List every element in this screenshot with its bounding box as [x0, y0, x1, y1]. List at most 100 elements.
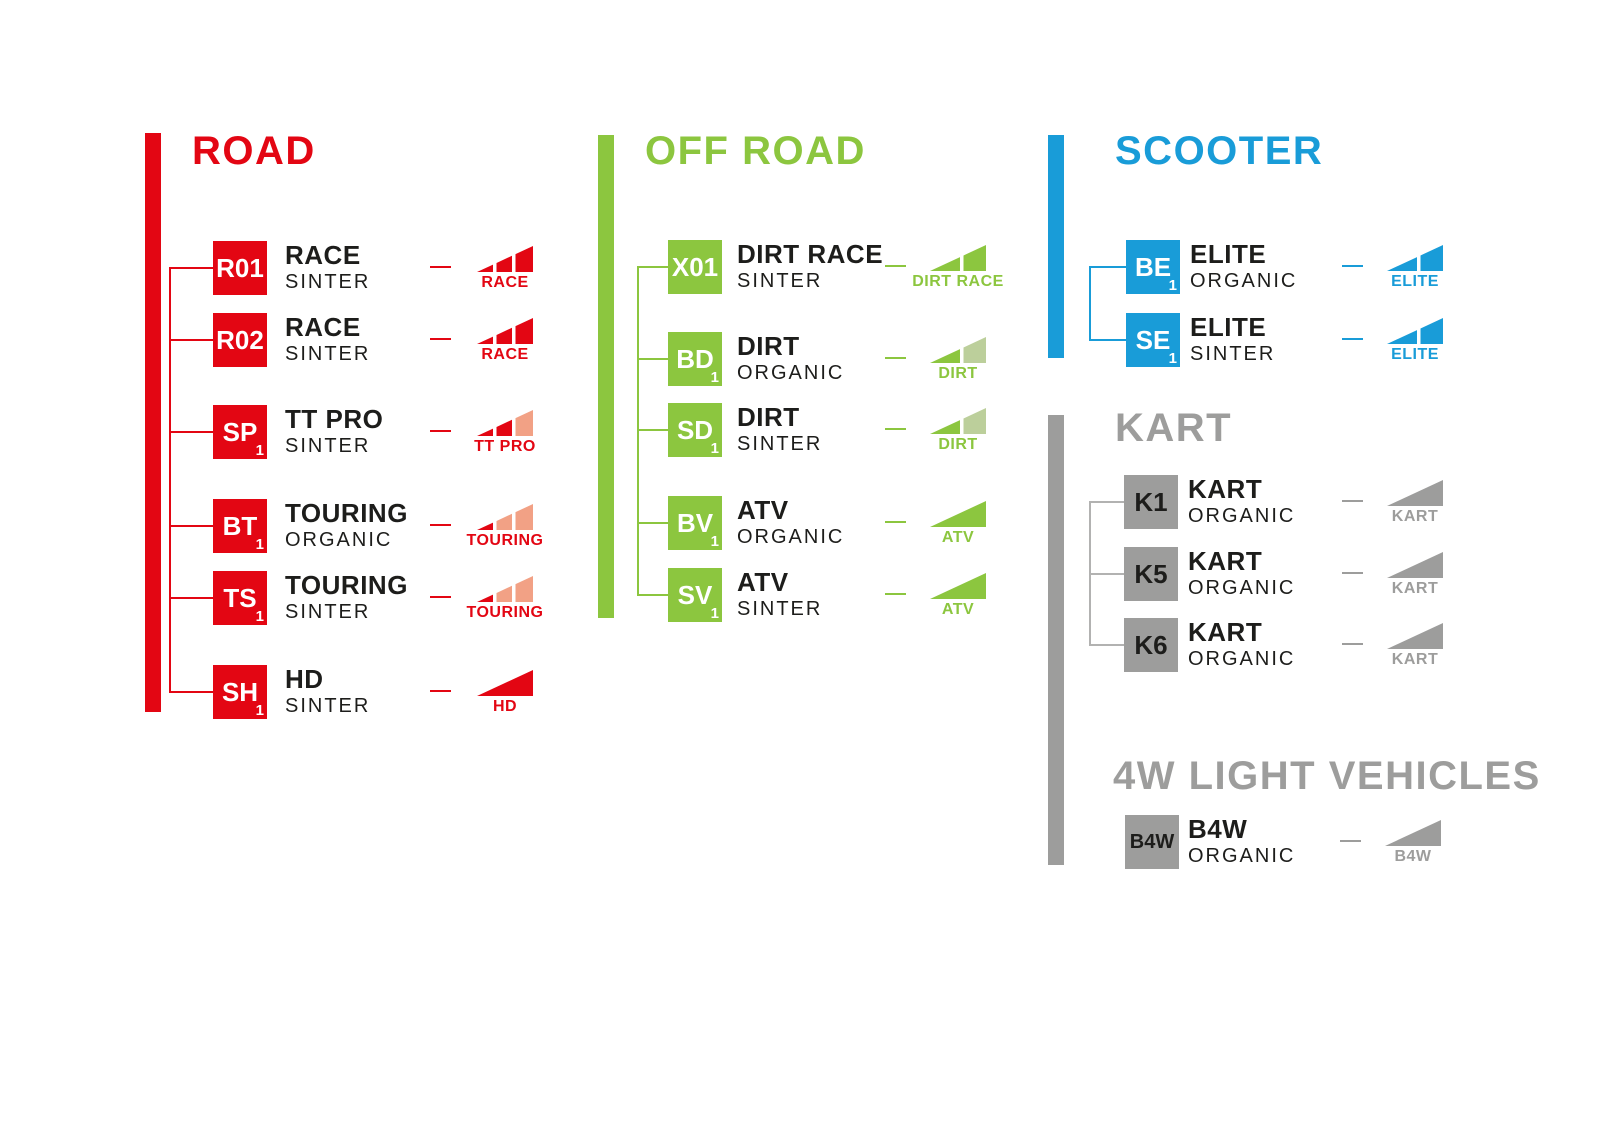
product-text-block: ATV SINTER	[737, 569, 822, 622]
product-text-block: TT PRO SINTER	[285, 406, 383, 459]
product-code: SD	[676, 415, 714, 445]
product-text-block: ATV ORGANIC	[737, 497, 844, 550]
product-name: RACE	[285, 312, 361, 342]
product-text-block: HD SINTER	[285, 666, 370, 719]
kart-section-title: KART	[1115, 406, 1233, 450]
icon-label: DIRT RACE	[912, 273, 1004, 290]
icon-label: TOURING	[466, 604, 544, 621]
product-material: SINTER	[285, 601, 371, 623]
icon-label: KART	[1391, 651, 1439, 668]
dash-connector	[885, 357, 906, 359]
offroad-tree-connector-horizontal	[637, 594, 668, 596]
dash-connector	[430, 524, 451, 526]
offroad-tree-connector-horizontal	[637, 358, 668, 360]
product-text-block: DIRT RACE SINTER	[737, 241, 883, 294]
product-material: ORGANIC	[1188, 648, 1296, 670]
product-badge: R02	[213, 313, 267, 367]
icon-label: B4W	[1394, 848, 1432, 865]
performance-ramp-icon	[1387, 318, 1443, 344]
icon-label: DIRT	[938, 365, 978, 382]
kart-tree-connector-horizontal	[1089, 501, 1124, 503]
scooter-section-bar	[1048, 135, 1064, 358]
product-badge: BE 1	[1126, 240, 1180, 294]
product-code: B4W	[1129, 831, 1175, 853]
icon-label: RACE	[481, 274, 529, 291]
dash-connector	[885, 428, 906, 430]
product-material: ORGANIC	[737, 362, 845, 384]
road-section-title: ROAD	[192, 129, 316, 173]
dash-connector	[885, 521, 906, 523]
product-code: BT	[222, 511, 258, 541]
product-code-subscript: 1	[710, 440, 719, 457]
performance-ramp-icon	[477, 670, 533, 696]
product-name: B4W	[1188, 814, 1248, 844]
dash-connector	[885, 265, 906, 267]
product-badge: SV 1	[668, 568, 722, 622]
product-text-block: RACE SINTER	[285, 314, 370, 367]
dash-connector	[1342, 643, 1363, 645]
dash-connector	[1342, 500, 1363, 502]
dash-connector	[1342, 572, 1363, 574]
product-text-block: ELITE SINTER	[1190, 314, 1275, 367]
performance-ramp-icon	[477, 504, 533, 530]
offroad-tree-connector-vertical	[637, 266, 639, 596]
dash-connector	[430, 430, 451, 432]
product-code: SH	[221, 677, 259, 707]
product-badge: R01	[213, 241, 267, 295]
product-name: DIRT	[737, 402, 800, 432]
product-text-block: ELITE ORGANIC	[1190, 241, 1297, 294]
icon-label: ELITE	[1391, 273, 1439, 290]
performance-ramp-icon	[477, 318, 533, 344]
dash-connector	[430, 690, 451, 692]
performance-ramp-icon	[477, 410, 533, 436]
offroad-section-title: OFF ROAD	[645, 129, 866, 173]
dash-connector	[1340, 840, 1361, 842]
icon-label: ELITE	[1391, 346, 1439, 363]
scooter-tree-connector-vertical	[1089, 266, 1091, 341]
icon-label: DIRT	[938, 436, 978, 453]
icon-label: KART	[1391, 508, 1439, 525]
icon-label: HD	[492, 698, 518, 715]
performance-ramp-icon	[1385, 820, 1441, 846]
product-code-subscript: 1	[1168, 350, 1177, 367]
performance-ramp-icon	[930, 573, 986, 599]
offroad-tree-connector-horizontal	[637, 429, 668, 431]
product-name: ELITE	[1190, 239, 1267, 269]
product-badge: X01	[668, 240, 722, 294]
product-code: TS	[223, 583, 257, 613]
dash-connector	[430, 266, 451, 268]
performance-ramp-icon	[930, 245, 986, 271]
product-badge: SD 1	[668, 403, 722, 457]
product-name: ATV	[737, 567, 789, 597]
product-badge: BD 1	[668, 332, 722, 386]
product-material: SINTER	[737, 433, 823, 455]
product-material: ORGANIC	[1188, 505, 1296, 527]
product-material: SINTER	[285, 695, 371, 717]
product-code: SE	[1135, 325, 1171, 355]
product-material: ORGANIC	[737, 526, 845, 548]
dash-connector	[885, 593, 906, 595]
product-code: K1	[1134, 487, 1168, 517]
product-name: TT PRO	[285, 404, 384, 434]
product-badge: B4W	[1125, 815, 1179, 869]
scooter-section-title: SCOOTER	[1115, 129, 1324, 173]
icon-label: ATV	[941, 529, 975, 546]
scooter-tree-connector-horizontal	[1089, 339, 1126, 341]
product-material: SINTER	[285, 343, 371, 365]
product-code-subscript: 1	[710, 533, 719, 550]
kart-section-bar	[1048, 415, 1064, 865]
icon-label: TT PRO	[474, 438, 536, 455]
dash-connector	[1342, 338, 1363, 340]
icon-label: KART	[1391, 580, 1439, 597]
product-badge: SH 1	[213, 665, 267, 719]
road-tree-connector-horizontal	[169, 597, 213, 599]
product-name: DIRT RACE	[737, 239, 884, 269]
road-tree-connector-horizontal	[169, 691, 213, 693]
performance-ramp-icon	[1387, 245, 1443, 271]
product-text-block: TOURING SINTER	[285, 572, 408, 625]
product-badge: K5	[1124, 547, 1178, 601]
performance-ramp-icon	[477, 576, 533, 602]
product-name: RACE	[285, 240, 361, 270]
product-name: KART	[1188, 617, 1263, 647]
product-name: KART	[1188, 474, 1263, 504]
